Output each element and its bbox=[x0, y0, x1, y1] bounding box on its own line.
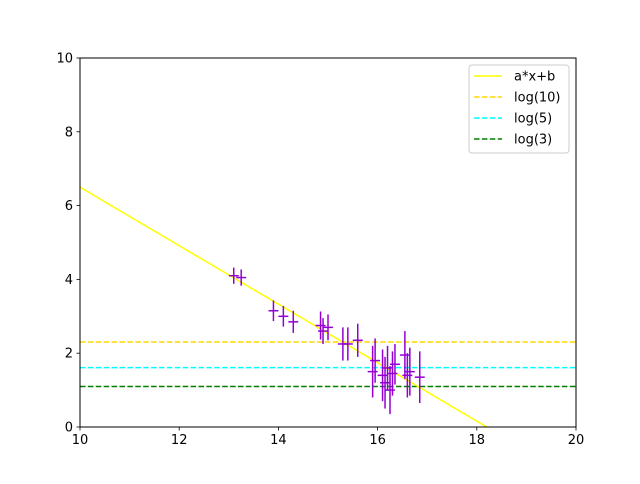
data-point-2 bbox=[268, 300, 279, 322]
y-tick-label: 2 bbox=[65, 347, 73, 362]
data-point-21 bbox=[404, 347, 415, 396]
x-axis: 10 12 14 16 18 20 bbox=[72, 427, 585, 448]
data-point-3 bbox=[278, 305, 289, 327]
plot-frame bbox=[79, 57, 577, 428]
data-point-1 bbox=[236, 269, 247, 286]
x-tick-label: 20 bbox=[568, 433, 585, 448]
y-tick-label: 4 bbox=[65, 273, 73, 288]
y-tick-label: 10 bbox=[56, 52, 73, 67]
y-tick-label: 8 bbox=[65, 125, 73, 140]
x-tick-label: 10 bbox=[72, 433, 89, 448]
data-point-4 bbox=[288, 310, 299, 333]
legend-label: a*x+b bbox=[514, 70, 555, 85]
data-point-17 bbox=[387, 351, 398, 396]
y-axis: 0 2 4 6 8 10 bbox=[56, 52, 80, 436]
legend-label: log(5) bbox=[514, 112, 552, 127]
data-point-5 bbox=[315, 311, 326, 340]
y-tick-label: 0 bbox=[65, 421, 73, 436]
data-point-11 bbox=[367, 345, 378, 398]
data-point-22 bbox=[414, 351, 425, 404]
data-point-15 bbox=[382, 345, 393, 391]
data-point-9 bbox=[342, 327, 353, 361]
legend-box bbox=[468, 64, 570, 154]
data-point-0 bbox=[228, 267, 239, 284]
data-point-7 bbox=[323, 314, 333, 341]
legend: a*x+b log(10) log(5) log(3) bbox=[468, 64, 570, 154]
x-tick-label: 16 bbox=[369, 433, 386, 448]
y-tick-label: 6 bbox=[65, 199, 73, 214]
data-point-6 bbox=[318, 318, 328, 344]
x-tick-label: 14 bbox=[270, 433, 287, 448]
data-point-20 bbox=[402, 353, 413, 398]
legend-label: log(3) bbox=[514, 133, 552, 148]
legend-label: log(10) bbox=[514, 91, 561, 106]
x-tick-label: 18 bbox=[469, 433, 486, 448]
data-point-18 bbox=[390, 343, 400, 385]
data-point-14 bbox=[380, 356, 390, 409]
x-tick-label: 12 bbox=[171, 433, 188, 448]
data-point-13 bbox=[377, 349, 388, 402]
data-points bbox=[228, 267, 425, 415]
data-point-10 bbox=[352, 323, 363, 357]
reference-lines bbox=[80, 341, 576, 388]
data-point-12 bbox=[370, 338, 381, 383]
